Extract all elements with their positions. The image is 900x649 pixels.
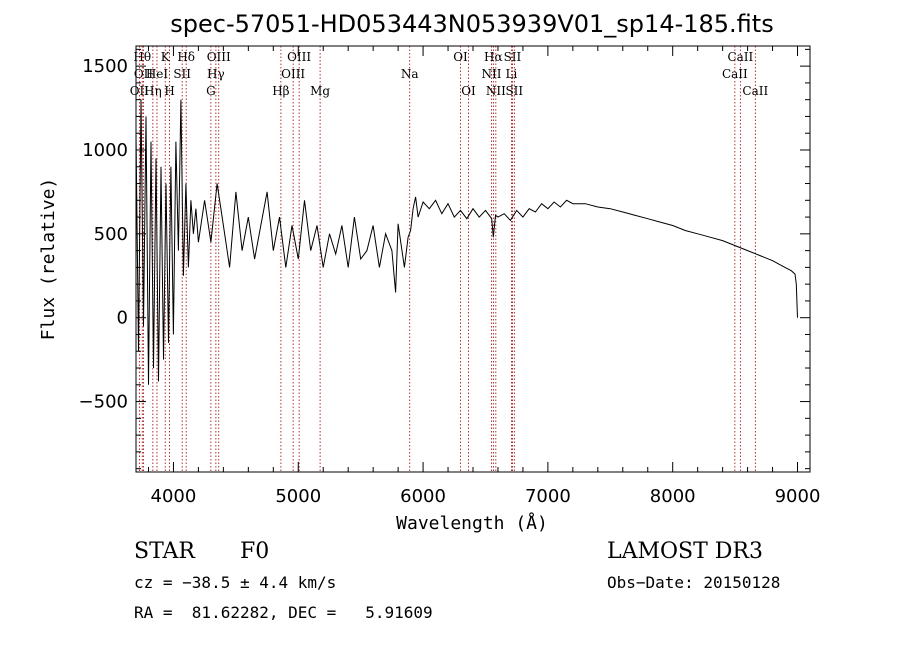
line-label-25: CaII (722, 67, 748, 81)
chart-title: spec-57051-HD053443N053939V01_sp14-185.f… (170, 10, 773, 38)
x-tick-label-5: 9000 (775, 486, 821, 507)
obs-date: Obs−Date: 20150128 (607, 573, 781, 592)
line-label-18: OI (461, 84, 476, 98)
y-tick-label-0: −500 (79, 392, 128, 413)
line-label-20: Hα (484, 50, 503, 64)
y-tick-label-3: 1000 (82, 140, 128, 161)
emission-line-markers (138, 46, 756, 472)
line-label-0: OII (130, 84, 150, 98)
x-tick-label-4: 8000 (650, 486, 696, 507)
line-label-16: Na (401, 67, 419, 81)
line-label-22: Li (506, 67, 518, 81)
line-label-12: Hβ (272, 84, 289, 98)
line-label-10: Hγ (207, 67, 225, 81)
flux-series-line (135, 99, 798, 385)
y-tick-label-2: 500 (94, 224, 128, 245)
line-label-8: Hδ (177, 50, 195, 64)
line-label-1: Hθ (133, 50, 151, 64)
line-label-14: OIII (287, 50, 311, 64)
object-subclass: F0 (240, 539, 270, 564)
line-label-24: SII (505, 84, 523, 98)
emission-line-labels: OIIHθOIIHηHeIKHSIIHδGHγOIIIHβOIIIOIIIMgN… (130, 50, 769, 98)
ra-dec: RA = 81.62282, DEC = 5.91609 (134, 603, 433, 622)
line-label-15: Mg (310, 84, 330, 98)
x-axis-label: Wavelength (Å) (396, 512, 548, 534)
object-class: STAR (134, 539, 195, 564)
line-label-27: CaII (742, 84, 768, 98)
line-label-3: Hη (144, 84, 162, 98)
axis-ticks: 4000 5000 6000 7000 8000 9000 −500 0 500 1000 1500 (79, 46, 821, 507)
plot-frame (135, 45, 811, 473)
y-tick-label-4: 1500 (82, 56, 128, 77)
line-label-7: SII (173, 67, 191, 81)
x-tick-label-0: 4000 (151, 486, 197, 507)
y-axis-label: Flux (relative) (38, 178, 59, 341)
line-label-9: G (206, 84, 216, 98)
line-label-5: K (161, 50, 171, 64)
x-tick-label-2: 6000 (400, 486, 446, 507)
line-label-21: NII (486, 84, 506, 98)
cz-value: cz = −38.5 ± 4.4 km/s (134, 573, 337, 592)
line-label-26: CaII (727, 50, 753, 64)
line-label-11: OIII (207, 50, 231, 64)
line-label-2: OII (134, 67, 154, 81)
line-label-19: NII (481, 67, 501, 81)
survey-name: LAMOST DR3 (607, 539, 763, 564)
y-tick-label-1: 0 (117, 308, 128, 329)
line-label-17: OI (453, 50, 468, 64)
line-label-13: OIII (281, 67, 305, 81)
line-label-4: HeI (146, 67, 169, 81)
line-label-6: H (164, 84, 174, 98)
line-label-23: SII (504, 50, 522, 64)
x-tick-label-1: 5000 (275, 486, 321, 507)
x-tick-label-3: 7000 (525, 486, 571, 507)
